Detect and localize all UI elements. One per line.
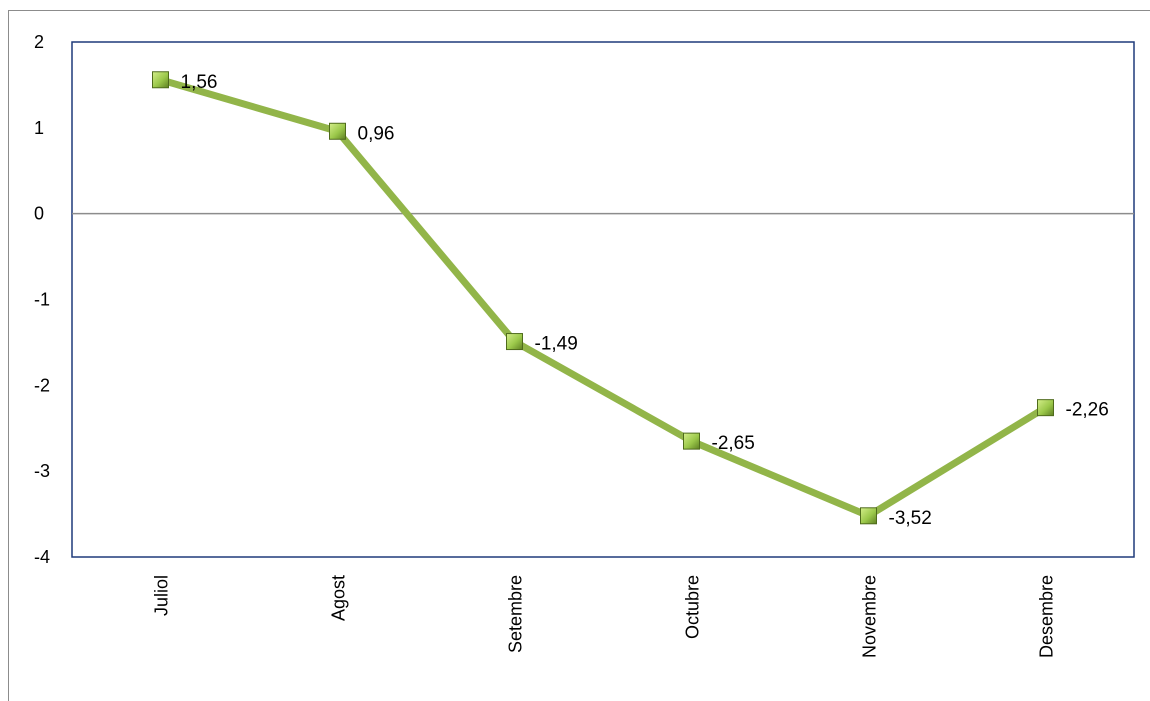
data-label: 1,56 bbox=[181, 72, 218, 93]
data-label: 0,96 bbox=[358, 123, 395, 144]
x-tick-label: Octubre bbox=[683, 575, 703, 639]
data-point-marker bbox=[506, 333, 523, 351]
y-axis-ticks: 2 1 0 -1 -2 -3 -4 bbox=[34, 32, 50, 567]
y-tick-label: 2 bbox=[34, 32, 44, 52]
data-point-marker bbox=[152, 71, 169, 89]
y-tick-label: 1 bbox=[34, 118, 44, 138]
plot-area bbox=[71, 41, 1135, 558]
y-tick-label: 0 bbox=[34, 204, 44, 224]
x-tick-label: Novembre bbox=[860, 575, 880, 658]
x-axis-ticks: Juliol Agost Setembre Octubre Novembre Desemb… bbox=[152, 575, 1057, 658]
y-tick-label: -1 bbox=[34, 290, 50, 310]
data-point-marker bbox=[683, 432, 700, 450]
chart-frame bbox=[8, 10, 1150, 701]
x-tick-label: Setembre bbox=[506, 575, 526, 653]
data-label: -3,52 bbox=[889, 508, 932, 529]
y-tick-label: -2 bbox=[34, 375, 50, 395]
data-point-marker bbox=[860, 507, 877, 525]
data-point-marker bbox=[1037, 399, 1054, 417]
data-label: -1,49 bbox=[535, 334, 578, 355]
data-label: -2,26 bbox=[1066, 400, 1109, 421]
data-label: -2,65 bbox=[712, 433, 755, 454]
x-tick-label: Agost bbox=[329, 575, 349, 621]
y-tick-label: -3 bbox=[34, 461, 50, 481]
series-layer bbox=[152, 71, 1054, 525]
x-tick-label: Desembre bbox=[1037, 575, 1057, 658]
y-tick-label: -4 bbox=[34, 547, 50, 567]
data-labels: 1,56 0,96 -1,49 -2,65 -3,52 -2,26 bbox=[181, 72, 1109, 529]
data-point-marker bbox=[329, 122, 346, 140]
series-line bbox=[157, 76, 1049, 520]
plot-border bbox=[71, 41, 1135, 558]
x-tick-label: Juliol bbox=[152, 575, 172, 616]
